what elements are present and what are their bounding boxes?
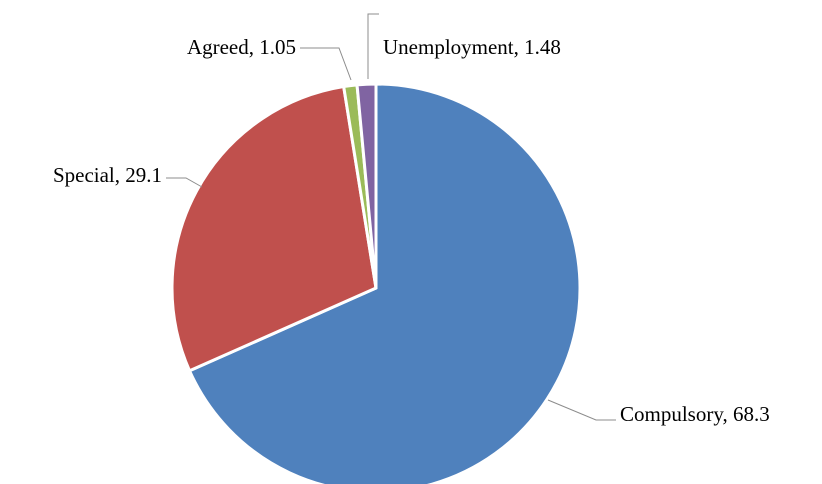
- pie-slice-unemployment: [355, 82, 378, 290]
- leader-line-agreed: [300, 47, 352, 81]
- pie-slice-special: [170, 85, 378, 373]
- data-label-unemployment: Unemployment, 1.48: [383, 35, 561, 59]
- data-label-agreed: Agreed, 1.05: [187, 35, 296, 59]
- slices-layer: [170, 82, 582, 484]
- leader-line-compulsory: [547, 399, 616, 421]
- data-labels-layer: Compulsory, 68.3 Special, 29.1 Agreed, 1.0…: [53, 35, 770, 426]
- data-label-compulsory: Compulsory, 68.3: [620, 402, 770, 426]
- leader-lines-layer: [166, 13, 616, 421]
- leader-line-special: [166, 177, 203, 188]
- pie-slice-compulsory: [188, 82, 582, 484]
- data-label-special: Special, 29.1: [53, 163, 162, 187]
- leader-line-unemployment: [367, 13, 379, 79]
